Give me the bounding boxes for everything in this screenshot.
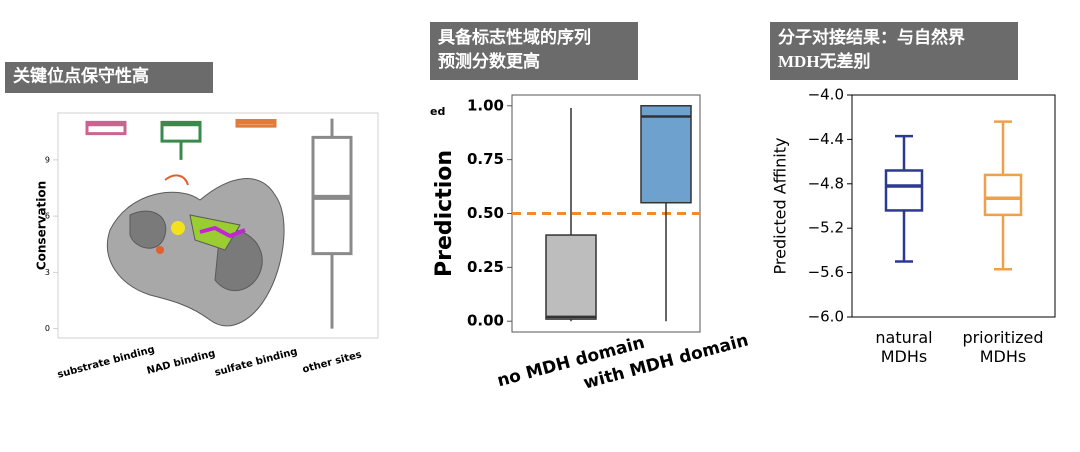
box — [640, 105, 692, 204]
box — [884, 169, 924, 212]
chart-title: 分子对接结果：与自然界 MDH无差别 — [778, 27, 965, 71]
y-tick-label: 0.25 — [467, 258, 504, 276]
title-banner — [5, 62, 213, 93]
y-tick-label: 0.75 — [467, 150, 504, 168]
y-tick-label: −4.0 — [808, 86, 844, 104]
y-tick-label: 0 — [45, 324, 50, 333]
x-tick-label: natural MDHs — [875, 328, 932, 366]
y-tick-label: −4.4 — [808, 130, 844, 148]
x-tick-label: NAD binding — [146, 348, 217, 377]
x-tick-label: other sites — [301, 349, 363, 375]
protein-structure — [106, 174, 285, 327]
plot-frame — [57, 112, 379, 339]
title-banner — [770, 22, 1018, 80]
annotation: ed — [430, 105, 445, 118]
y-tick-label: −5.6 — [808, 263, 844, 281]
y-tick-label: 3 — [45, 268, 50, 277]
chart-title: 关键位点保守性高 — [13, 65, 149, 85]
x-tick-label: prioritized MDHs — [962, 328, 1043, 366]
plot-frame — [851, 94, 1056, 318]
box — [545, 234, 597, 320]
title-banner — [430, 22, 638, 80]
chart-title: 具备标志性域的序列预测分数更高 — [437, 27, 591, 71]
y-tick-label: −6.0 — [808, 308, 844, 326]
x-tick-label: sulfate binding — [214, 346, 299, 379]
y-tick-label: 0.50 — [467, 204, 504, 222]
y-tick-label: 1.00 — [467, 96, 504, 114]
y-tick-label: 0.00 — [467, 312, 504, 330]
y-tick-label: 6 — [45, 212, 50, 221]
y-tick-label: −4.8 — [808, 174, 844, 192]
y-axis-label: Conservation — [35, 181, 49, 270]
x-tick-label: substrate binding — [56, 344, 156, 381]
y-tick-label: 9 — [45, 155, 50, 164]
y-axis-label: Prediction — [432, 150, 457, 277]
y-tick-label: −5.2 — [808, 219, 844, 237]
box — [983, 173, 1023, 217]
y-axis-label: Predicted Affinity — [771, 138, 790, 275]
